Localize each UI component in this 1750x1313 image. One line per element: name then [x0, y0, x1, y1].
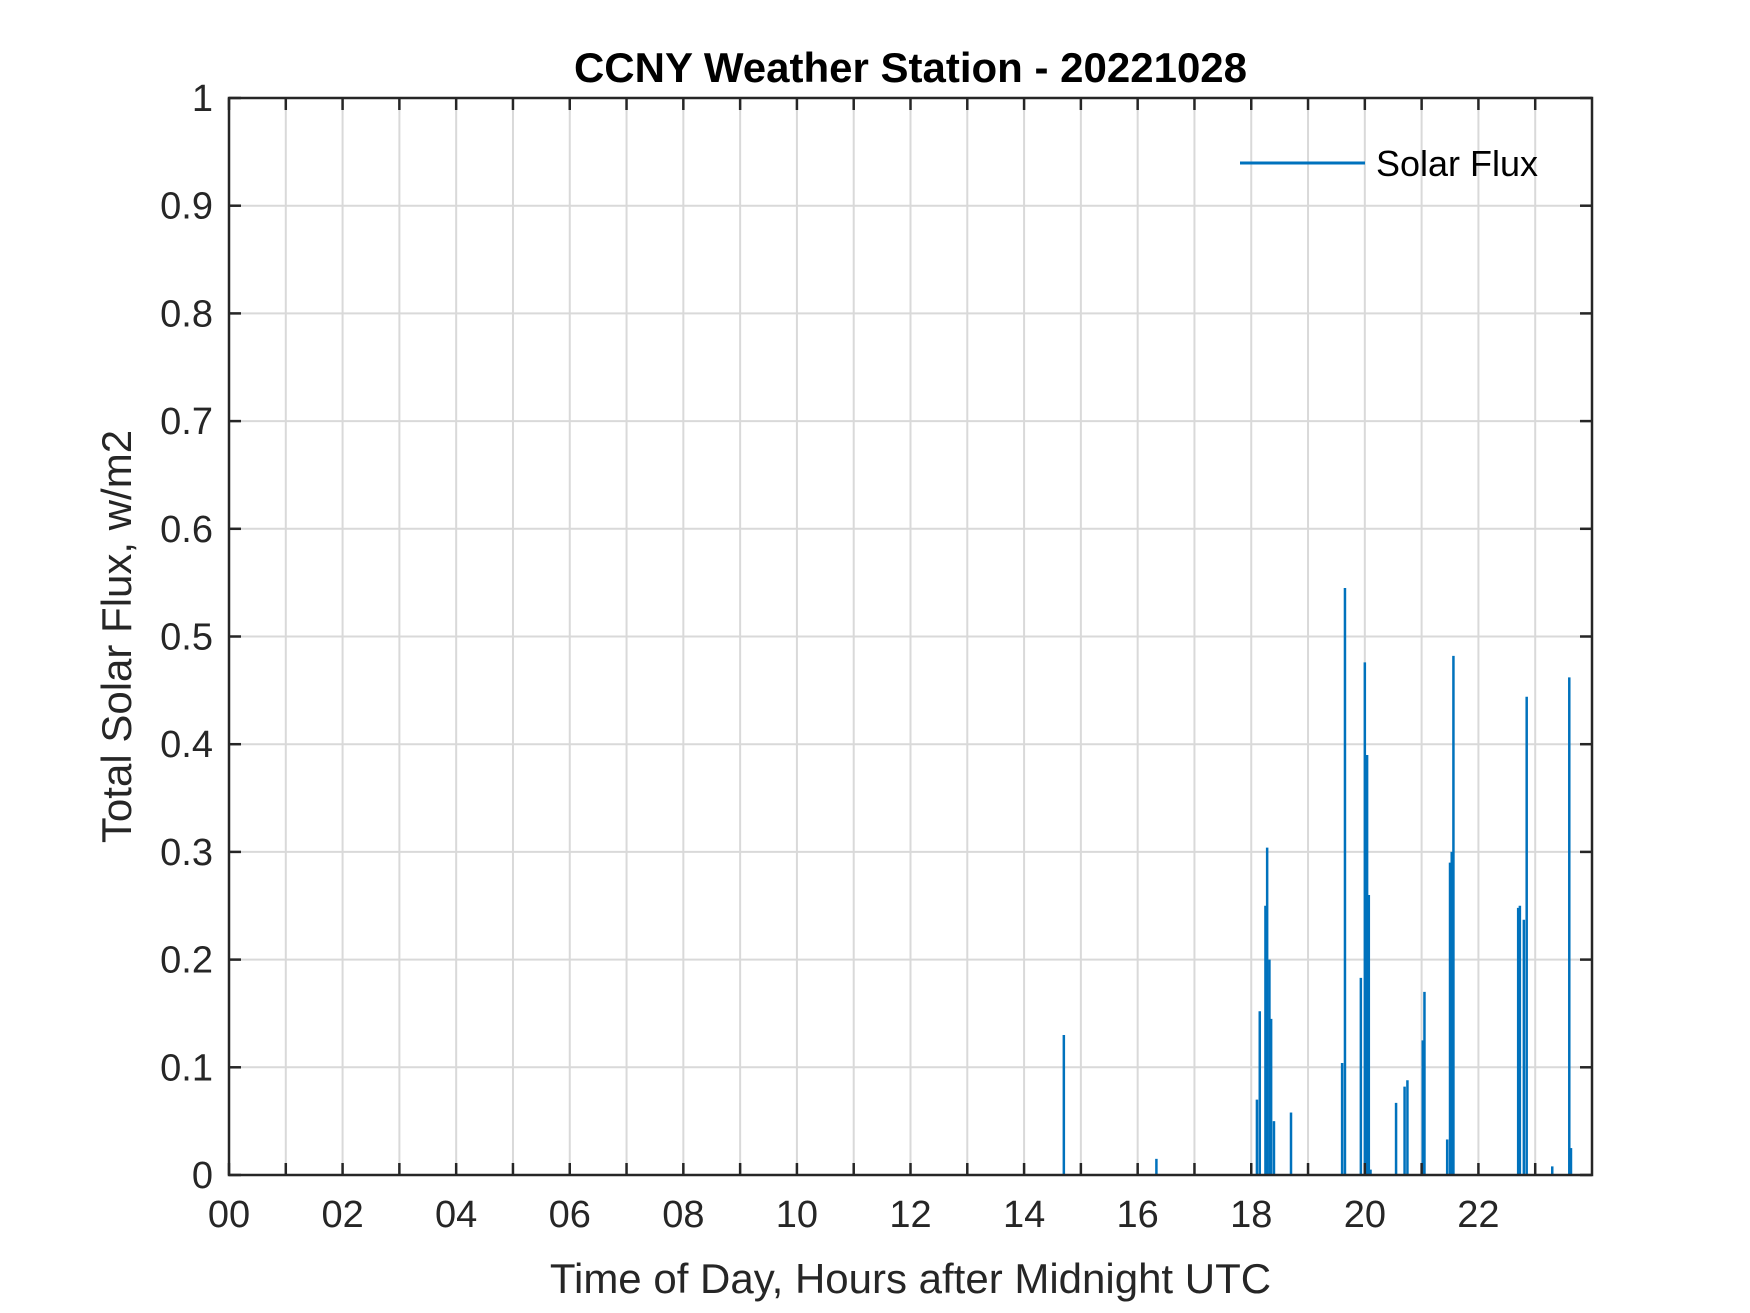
x-axis-label: Time of Day, Hours after Midnight UTC: [550, 1255, 1271, 1302]
x-tick-label: 10: [776, 1194, 818, 1236]
y-tick-label: 0.8: [160, 293, 213, 335]
y-tick-label: 0.5: [160, 617, 213, 659]
y-tick-label: 0.6: [160, 509, 213, 551]
x-tick-label: 06: [549, 1194, 591, 1236]
y-tick-label: 0.2: [160, 940, 213, 982]
x-tick-label: 02: [321, 1194, 363, 1236]
y-tick-label: 0.9: [160, 186, 213, 228]
y-tick-label: 0.7: [160, 401, 213, 443]
y-tick-label: 0.4: [160, 724, 213, 766]
x-tick-label: 14: [1003, 1194, 1045, 1236]
x-tick-label: 00: [208, 1194, 250, 1236]
y-axis-label: Total Solar Flux, w/m2: [93, 430, 140, 843]
x-tick-label: 22: [1457, 1194, 1499, 1236]
y-tick-label: 0.1: [160, 1047, 213, 1089]
y-tick-label: 1: [192, 78, 213, 120]
y-tick-label: 0.3: [160, 832, 213, 874]
x-tick-label: 16: [1117, 1194, 1159, 1236]
legend: Solar Flux: [1240, 143, 1538, 184]
x-tick-label: 18: [1230, 1194, 1272, 1236]
chart-title: CCNY Weather Station - 20221028: [574, 44, 1247, 91]
x-tick-label: 08: [662, 1194, 704, 1236]
series-solar-flux: [1062, 588, 1573, 1175]
x-tick-label: 20: [1344, 1194, 1386, 1236]
grid-layer: [229, 98, 1592, 1175]
legend-label-solar-flux: Solar Flux: [1376, 143, 1538, 184]
ticks-layer: 00 02 04 06 08 10 12 14 16 18 20 22 0 0.1 0.2 0.3 0.4 0.5…: [160, 78, 1592, 1236]
x-tick-label: 12: [889, 1194, 931, 1236]
x-tick-label: 04: [435, 1194, 477, 1236]
y-tick-label: 0: [192, 1155, 213, 1197]
